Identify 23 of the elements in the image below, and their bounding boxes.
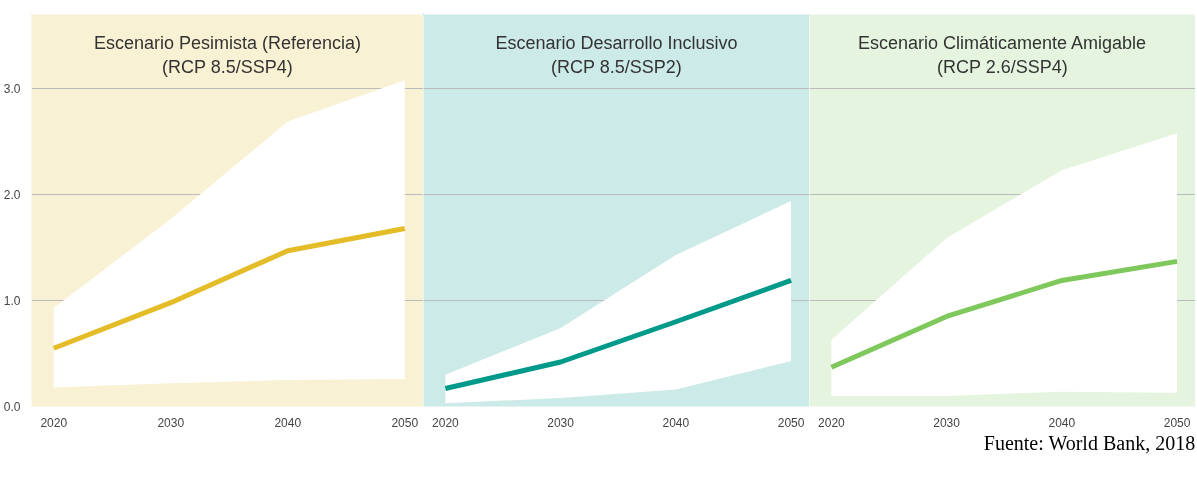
text: (RCP 8.5/SSP4) <box>161 56 293 77</box>
x-tick-label: 2020 <box>818 415 846 430</box>
y-tick-label: 0.0 <box>3 400 21 414</box>
x-tick-label: 2030 <box>933 415 961 430</box>
y-tick-label: 3.0 <box>3 82 21 97</box>
x-tick-label: 2050 <box>1163 415 1191 430</box>
x-tick-label: 2020 <box>40 415 68 430</box>
text: Escenario Pesimista (Referencia) <box>93 32 362 53</box>
x-tick-label: 2050 <box>391 415 419 430</box>
y-tick-label: 2.0 <box>3 188 21 203</box>
text: Escenario Climáticamente Amigable <box>857 32 1147 53</box>
x-tick-label: 2020 <box>432 415 460 430</box>
text: Escenario Desarrollo Inclusivo <box>495 32 738 53</box>
x-tick-label: 2030 <box>157 415 185 430</box>
x-tick-label: 2040 <box>1048 415 1076 430</box>
x-tick-label: 2040 <box>662 415 690 430</box>
x-tick-label: 2050 <box>777 415 805 430</box>
source-note: Fuente: World Bank, 2018 <box>983 431 1196 454</box>
x-tick-label: 2040 <box>274 415 302 430</box>
x-tick-label: 2030 <box>547 415 575 430</box>
text: (RCP 2.6/SSP4) <box>936 56 1068 77</box>
text: (RCP 8.5/SSP2) <box>550 56 682 77</box>
y-tick-label: 1.0 <box>3 294 21 309</box>
